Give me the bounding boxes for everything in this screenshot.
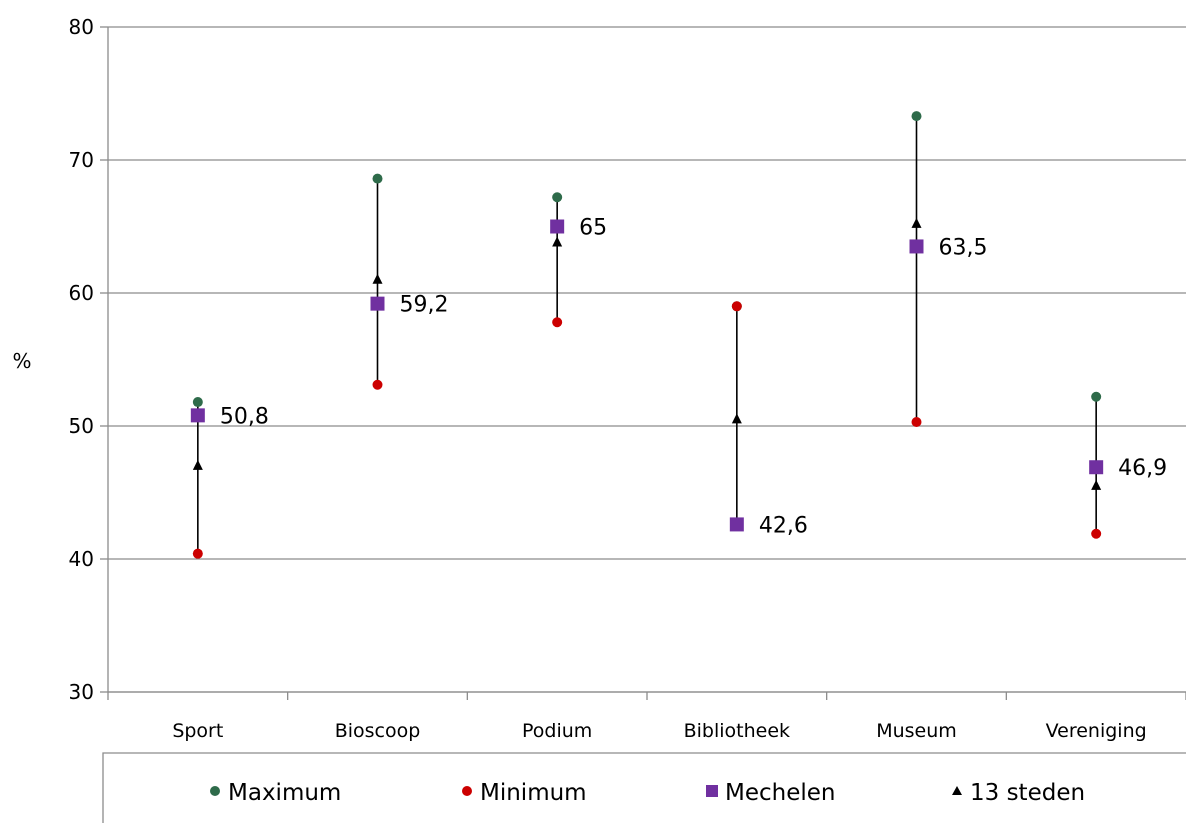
x-tick-label: Podium xyxy=(522,720,592,742)
marker-maximum xyxy=(1091,391,1102,402)
legend-label-minimum: Minimum xyxy=(480,780,587,806)
marker-minimum xyxy=(731,301,742,312)
data-label: 59,2 xyxy=(400,293,449,318)
marker-mechelen xyxy=(1089,460,1104,475)
y-tick-label: 80 xyxy=(69,15,94,39)
marker-mechelen xyxy=(550,219,565,234)
marker-minimum xyxy=(1091,528,1102,539)
marker-mechelen xyxy=(370,296,385,311)
marker-mechelen xyxy=(190,408,205,423)
marker-maximum xyxy=(372,173,383,184)
data-label: 63,5 xyxy=(939,235,988,260)
legend-marker-13-steden xyxy=(952,786,962,795)
data-label: 50,8 xyxy=(220,404,269,429)
y-tick-label: 70 xyxy=(69,148,94,172)
marker-13-steden xyxy=(552,236,563,247)
data-label: 42,6 xyxy=(759,513,808,538)
x-tick-label: Museum xyxy=(876,720,957,742)
marker-13-steden xyxy=(1091,479,1102,490)
axis-layer: 30 40 50 60 70 80 Sport Bioscoop Podium Bibliothe… xyxy=(69,15,1186,742)
marker-minimum xyxy=(192,548,203,559)
marker-minimum xyxy=(911,417,922,428)
x-tick-label: Bibliotheek xyxy=(684,720,790,742)
y-axis-label: % xyxy=(12,349,31,373)
data-labels: 50,8 59,2 65 42,6 63,5 46,9 xyxy=(220,216,1167,539)
x-tick-label: Vereniging xyxy=(1046,720,1147,742)
marker-maximum xyxy=(552,192,563,203)
data-label: 46,9 xyxy=(1118,456,1167,481)
legend: Maximum Minimum Mechelen 13 steden xyxy=(102,752,1186,823)
x-tick-label: Sport xyxy=(172,720,223,742)
y-tick-label: 40 xyxy=(69,547,94,571)
y-tick-label: 50 xyxy=(69,414,94,438)
marker-mechelen xyxy=(909,239,924,254)
legend-marker-maximum xyxy=(210,786,220,796)
grid-layer xyxy=(108,26,1186,693)
x-tick-label: Bioscoop xyxy=(335,720,421,742)
marker-13-steden xyxy=(731,413,742,424)
markers xyxy=(190,111,1104,559)
marker-maximum xyxy=(192,397,203,408)
legend-label-13-steden: 13 steden xyxy=(970,780,1085,806)
legend-label-mechelen: Mechelen xyxy=(725,780,836,806)
data-label: 65 xyxy=(579,216,607,241)
legend-marker-minimum xyxy=(462,786,472,796)
range-lines xyxy=(197,116,1097,554)
legend-marker-mechelen xyxy=(706,785,718,797)
marker-maximum xyxy=(911,111,922,122)
legend-label-maximum: Maximum xyxy=(228,780,341,806)
y-tick-label: 30 xyxy=(69,680,94,704)
marker-13-steden xyxy=(372,273,383,284)
y-tick-label: 60 xyxy=(69,281,94,305)
marker-mechelen xyxy=(729,517,744,532)
legend-border xyxy=(102,752,1186,823)
marker-13-steden xyxy=(192,459,203,470)
marker-minimum xyxy=(552,317,563,328)
marker-minimum xyxy=(372,379,383,390)
marker-13-steden xyxy=(911,217,922,228)
